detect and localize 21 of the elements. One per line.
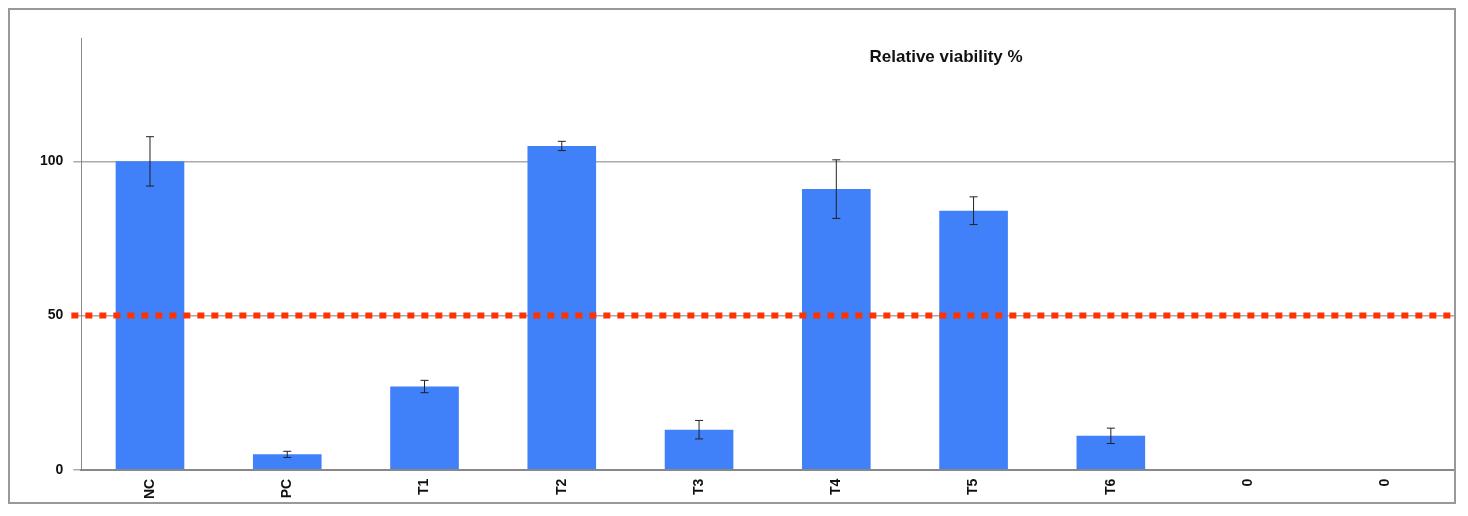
x-tick-label: PC [278,478,295,499]
x-tick-label: T3 [689,478,706,496]
x-tick-label: NC [140,478,157,500]
x-tick-label: T6 [1101,478,1118,496]
x-tick-label: T5 [964,478,981,496]
bar [115,161,185,470]
bar [664,429,734,470]
bar [390,386,459,470]
x-tick-label: T1 [415,478,432,496]
x-tick-label: T4 [827,478,844,496]
bar [527,145,597,470]
bar [1076,435,1146,470]
y-tick-label: 50 [47,306,64,323]
bar [939,210,1008,470]
x-tick-label: 0 [1238,478,1255,487]
text: Relative viability % [869,47,1023,66]
bar [252,454,322,470]
x-tick-label: T2 [552,478,569,496]
y-tick-label: 100 [40,152,64,169]
bar [802,189,871,470]
x-tick-label: 0 [1376,478,1393,487]
